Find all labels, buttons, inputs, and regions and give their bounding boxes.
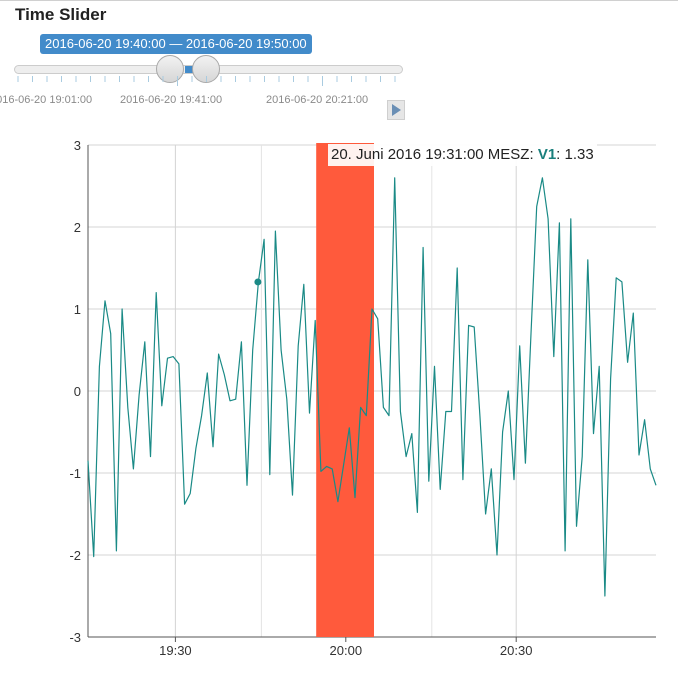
x-tick-label: 20:00 [330,643,363,658]
play-icon [392,104,401,116]
selected-time-band[interactable] [316,143,374,637]
y-tick-label: 1 [74,302,81,317]
x-tick-label: 20:30 [500,643,533,658]
y-tick-label: 0 [74,384,81,399]
slider-tick-label: 2016-06-20 19:41:00 [120,94,223,106]
time-slider-start-handle[interactable] [156,55,184,83]
y-tick-label: 2 [74,220,81,235]
y-tick-label: -3 [69,630,81,645]
top-border [0,0,678,1]
time-slider-selected-range [185,66,193,73]
y-tick-label: -1 [69,466,81,481]
y-tick-label: -2 [69,548,81,563]
hover-point [254,278,262,286]
chart-tooltip: 20. Juni 2016 19:31:00 MESZ: V1: 1.33 [328,144,597,166]
x-tick-label: 19:30 [159,643,192,658]
series-line-v1 [87,177,657,597]
tooltip-value: : 1.33 [556,146,594,163]
tooltip-timestamp: 20. Juni 2016 19:31:00 MESZ: [331,146,534,163]
time-slider-tick-marks [17,76,396,86]
panel-title: Time Slider [15,5,107,24]
tooltip-series-label: V1 [537,146,557,163]
selected-range-badge: 2016-06-20 19:40:00 — 2016-06-20 19:50:0… [40,34,312,54]
slider-tick-label: 2016-06-20 20:21:00 [266,94,369,106]
y-tick-label: 3 [74,138,81,153]
slider-tick-label: 2016-06-20 19:01:00 [0,94,93,106]
play-button[interactable] [387,100,405,120]
